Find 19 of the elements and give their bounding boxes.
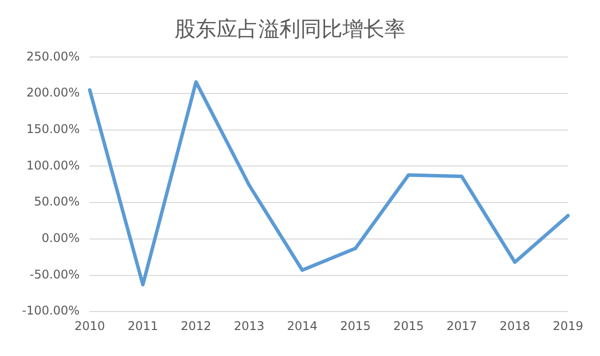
x-tick-label: 2015 xyxy=(393,318,424,333)
chart-title: 股东应占溢利同比增长率 xyxy=(174,17,406,42)
y-tick-label: 0.00% xyxy=(42,231,80,246)
x-tick-label: 2012 xyxy=(180,318,212,333)
x-tick-label: 2019 xyxy=(552,318,584,333)
x-tick-label: 2015 xyxy=(340,318,371,333)
y-tick-label: 100.00% xyxy=(26,158,80,172)
x-tick-label: 2013 xyxy=(234,318,264,333)
x-tick-label: 2018 xyxy=(500,318,530,333)
y-tick-label: -100.00% xyxy=(22,304,80,318)
x-tick-label: 2011 xyxy=(128,318,158,333)
x-tick-label: 2010 xyxy=(74,318,105,333)
y-tick-label: 200.00% xyxy=(26,86,80,100)
y-tick-label: 250.00% xyxy=(26,49,80,64)
x-tick-label: 2017 xyxy=(446,318,477,333)
y-tick-label: 150.00% xyxy=(26,122,80,136)
x-tick-label: 2014 xyxy=(287,318,318,333)
y-tick-label: 50.00% xyxy=(34,194,80,209)
y-tick-label: -50.00% xyxy=(30,267,80,282)
